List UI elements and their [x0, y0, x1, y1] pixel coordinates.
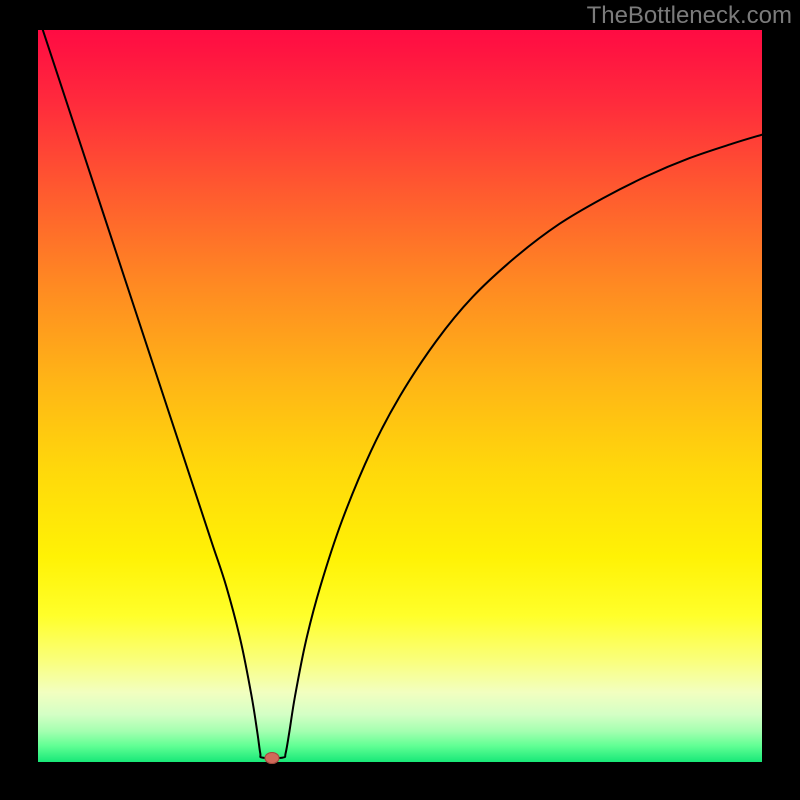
- watermark-text: TheBottleneck.com: [587, 2, 792, 30]
- plot-area: [38, 30, 762, 762]
- minimum-marker: [264, 752, 279, 764]
- chart-frame: TheBottleneck.com: [0, 0, 800, 800]
- curve-line: [38, 30, 762, 762]
